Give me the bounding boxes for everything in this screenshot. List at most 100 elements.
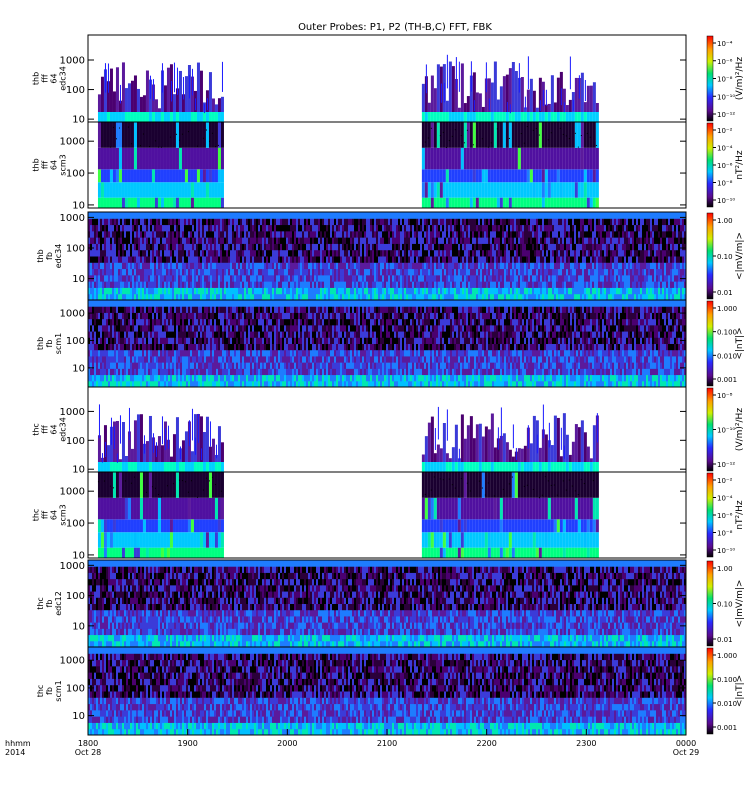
y-axis-label-line-thb-fb-e-2: edc34 bbox=[54, 244, 63, 269]
y-axis-label-thc-fb-b: thcfbscm1 bbox=[36, 680, 63, 701]
panel-thb-fb-b: 1000 100 10 thbfbscm1 1.000 0.100 0.010 0.001 <|… bbox=[36, 299, 745, 388]
y-axis-label-line-thc-fff-b-1: fff bbox=[41, 511, 50, 520]
y-axis-label-line-thc-fff-b-0: thc bbox=[32, 509, 41, 522]
colorbar-tick-label-thb-fff-b-2: 10⁻⁶ bbox=[717, 162, 733, 170]
panel-thc-fb-b: 1000 100 10 thcfbscm1 1.000 0.100 0.010 0.001 <|… bbox=[36, 646, 745, 736]
y-axis-label-thc-fff-e: thcfff64edc34 bbox=[32, 417, 68, 442]
colorbar-tick-label-thb-fb-b-0: 1.000 bbox=[717, 305, 737, 313]
colorbar-tick-label-thc-fb-e-2: 0.01 bbox=[717, 636, 733, 644]
y-tick-label-thc-fb-b-0: 1000 bbox=[60, 656, 85, 667]
colorbar-tick-label-thc-fff-e-1: 10⁻¹⁰ bbox=[717, 427, 735, 435]
y-tick-label-thc-fff-e-1: 100 bbox=[66, 436, 85, 447]
x-tick-date-0: Oct 28 bbox=[75, 748, 102, 757]
x-tick-label-5: 2300 bbox=[576, 739, 596, 748]
panel-thc-fff-e: 1000 100 10 thcfff64edc34 10⁻⁸ 10⁻¹⁰ 10⁻¹² (V/m… bbox=[32, 386, 745, 476]
colorbar-tick-label-thc-fb-e-0: 1.00 bbox=[717, 565, 733, 573]
y-tick-label-thc-fff-e-0: 1000 bbox=[60, 407, 85, 418]
y-axis-label-line-thb-fff-b-0: thb bbox=[32, 158, 41, 171]
y-tick-label-thc-fff-e-2: 10 bbox=[72, 465, 85, 476]
y-axis-label-line-thc-fff-e-0: thc bbox=[32, 423, 41, 436]
x-axis-label-line-0: hhmm bbox=[5, 739, 31, 748]
y-axis-label-thc-fb-e: thcfbedc12 bbox=[36, 591, 63, 616]
panel-thc-fff-b: 1000 100 10 thcfff64scm3 10⁻² 10⁻⁴ 10⁻⁶ 10⁻⁸ 10⁻… bbox=[32, 471, 745, 561]
y-tick-label-thc-fb-b-2: 10 bbox=[72, 711, 85, 722]
chart-title: Outer Probes: P1, P2 (TH-B,C) FFT, FBK bbox=[298, 22, 492, 33]
y-axis-label-line-thb-fff-e-3: edc34 bbox=[59, 66, 68, 91]
colorbar-thc-fff-e bbox=[706, 387, 714, 472]
colorbar-tick-label-thc-fb-b-0: 1.000 bbox=[717, 652, 737, 660]
colorbar-tick-label-thb-fff-e-4: 10⁻¹² bbox=[717, 111, 735, 119]
y-tick-label-thb-fb-b-1: 100 bbox=[66, 336, 85, 347]
panel-thc-fb-e: 1000 100 10 thcfbedc12 1.00 0.10 0.01<|mV/m|> bbox=[36, 559, 745, 648]
colorbar-tick-label-thc-fff-e-2: 10⁻¹² bbox=[717, 461, 735, 469]
x-tick-label-2: 2000 bbox=[277, 739, 297, 748]
y-tick-label-thc-fb-e-1: 100 bbox=[66, 591, 85, 602]
y-axis-label-line-thb-fff-b-3: scm3 bbox=[59, 154, 68, 175]
colorbar-thc-fff-b bbox=[706, 472, 714, 558]
y-tick-label-thb-fff-e-2: 10 bbox=[72, 115, 85, 126]
y-axis-label-line-thb-fff-e-1: fff bbox=[41, 74, 50, 83]
y-axis-label-thb-fff-b: thbfff64scm3 bbox=[32, 154, 68, 175]
colorbar-tick-label-thc-fb-b-3: 0.001 bbox=[717, 724, 737, 732]
y-axis-label-line-thb-fb-e-1: fb bbox=[45, 252, 54, 260]
y-tick-label-thb-fff-b-1: 100 bbox=[66, 169, 85, 180]
colorbar-thb-fff-b bbox=[706, 122, 714, 208]
y-axis-label-line-thb-fb-b-2: scm1 bbox=[54, 333, 63, 354]
colorbar-tick-label-thb-fb-b-2: 0.010 bbox=[717, 352, 737, 360]
colorbar-thb-fb-b bbox=[706, 300, 714, 387]
x-tick-label-0: 1800 bbox=[78, 739, 98, 748]
colorbar-tick-label-thc-fff-b-4: 10⁻¹⁰ bbox=[717, 547, 735, 555]
y-axis-label-line-thb-fff-e-2: 64 bbox=[50, 73, 59, 83]
y-axis-label-line-thb-fb-b-1: fb bbox=[45, 340, 54, 348]
y-axis-label-thb-fb-e: thbfbedc34 bbox=[36, 244, 63, 269]
y-axis-label-line-thb-fff-e-0: thb bbox=[32, 72, 41, 85]
colorbar-tick-label-thc-fb-b-2: 0.010 bbox=[717, 700, 737, 708]
colorbar-tick-label-thb-fb-e-1: 0.10 bbox=[717, 253, 733, 261]
colorbar-tick-label-thc-fb-b-1: 0.100 bbox=[717, 676, 737, 684]
y-axis-label-line-thb-fb-e-0: thb bbox=[36, 249, 45, 262]
colorbar-label-thc-fb-b: <|nT|> bbox=[735, 675, 745, 707]
colorbar-tick-label-thb-fb-b-1: 0.100 bbox=[717, 329, 737, 337]
y-tick-label-thc-fb-b-1: 100 bbox=[66, 683, 85, 694]
colorbar-tick-label-thb-fff-b-4: 10⁻¹⁰ bbox=[717, 197, 735, 205]
y-tick-label-thc-fff-b-2: 10 bbox=[72, 550, 85, 561]
panel-thb-fff-e: 1000 100 10 thbfff64edc34 10⁻⁴ 10⁻⁶ 10⁻⁸ 10⁻¹⁰ 1… bbox=[32, 34, 745, 126]
spectrogram-thc-fff-e bbox=[97, 404, 599, 472]
colorbar-tick-label-thc-fb-e-1: 0.10 bbox=[717, 601, 733, 609]
y-tick-label-thc-fb-e-0: 1000 bbox=[60, 561, 85, 572]
y-axis-label-line-thc-fff-b-3: scm3 bbox=[59, 504, 68, 525]
y-tick-label-thb-fb-b-0: 1000 bbox=[60, 309, 85, 320]
y-tick-label-thb-fb-e-1: 100 bbox=[66, 243, 85, 254]
colorbar-tick-label-thc-fff-b-0: 10⁻² bbox=[717, 477, 733, 485]
colorbar-thc-fb-e bbox=[706, 560, 714, 647]
colorbar-label-thb-fb-e: <|mV/m|> bbox=[735, 232, 745, 280]
spectrogram-thb-fb-b bbox=[88, 300, 686, 388]
colorbar-tick-label-thb-fff-e-1: 10⁻⁶ bbox=[717, 58, 733, 66]
x-tick-label-3: 2100 bbox=[377, 739, 397, 748]
spectrogram-thc-fb-b bbox=[88, 647, 686, 736]
panel-frame-thb-fff-b bbox=[87, 121, 687, 209]
spectrogram-thc-fb-e bbox=[88, 560, 686, 648]
colorbar-tick-label-thb-fff-e-3: 10⁻¹⁰ bbox=[717, 93, 735, 101]
colorbar-tick-label-thb-fff-e-2: 10⁻⁸ bbox=[717, 76, 733, 84]
spectrogram-thb-fff-b bbox=[97, 122, 599, 208]
x-tick-label-1: 1900 bbox=[177, 739, 197, 748]
y-axis-label-line-thb-fff-b-1: fff bbox=[41, 161, 50, 170]
x-tick-label-4: 2200 bbox=[476, 739, 496, 748]
y-axis-label-line-thc-fb-b-2: scm1 bbox=[54, 680, 63, 701]
x-tick-date-6: Oct 29 bbox=[673, 748, 700, 757]
y-tick-label-thb-fb-e-0: 1000 bbox=[60, 213, 85, 224]
y-axis-label-line-thc-fb-e-2: edc12 bbox=[54, 591, 63, 616]
y-tick-label-thc-fb-e-2: 10 bbox=[72, 621, 85, 632]
colorbar-tick-label-thc-fff-b-2: 10⁻⁶ bbox=[717, 512, 733, 520]
colorbar-label-thc-fff-b: nT²/Hz bbox=[735, 500, 745, 530]
spectrogram-thb-fff-e bbox=[97, 54, 599, 122]
panels: 100010010thbfff64edc3410⁻⁴10⁻⁶10⁻⁸10⁻¹⁰1… bbox=[32, 34, 745, 736]
colorbar-label-thc-fb-e: <|mV/m|> bbox=[735, 580, 745, 628]
y-tick-label-thc-fff-b-0: 1000 bbox=[60, 487, 85, 498]
y-tick-label-thc-fff-b-1: 100 bbox=[66, 519, 85, 530]
y-axis-label-line-thb-fb-b-0: thb bbox=[36, 337, 45, 350]
panel-thb-fb-e: 1000 100 10 thbfbedc34 1.00 0.10 0.01 <|mV/m|> bbox=[36, 211, 745, 301]
x-axis-label-line-1: 2014 bbox=[5, 748, 25, 757]
